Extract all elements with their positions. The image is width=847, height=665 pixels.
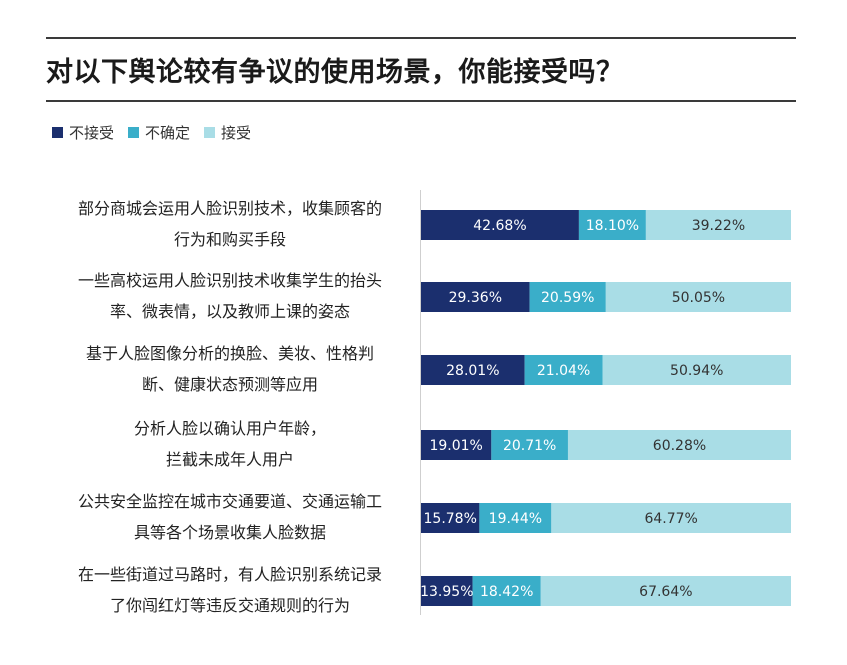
bar-segment — [421, 210, 579, 240]
title-rule-bottom — [46, 100, 796, 102]
category-label-line: 拦截未成年人用户 — [165, 450, 294, 469]
category-label: 部分商城会运用人脸识别技术，收集顾客的 行为和购买手段 — [40, 193, 420, 255]
bar-segment — [551, 503, 791, 533]
bar-value-label: 21.04% — [537, 363, 590, 379]
bar-value-label: 42.68% — [473, 218, 526, 234]
bar-segment — [421, 282, 530, 312]
legend-swatch-reject — [52, 127, 63, 138]
bar-segment — [491, 430, 568, 460]
category-label-line: 行为和购买手段 — [173, 230, 286, 249]
bar-value-label: 64.77% — [644, 511, 697, 527]
bar-segment — [605, 282, 791, 312]
category-label-line: 公共安全监控在城市交通要道、交通运输工 — [77, 492, 382, 511]
category-label-line: 一些高校运用人脸识别技术收集学生的抬头 — [77, 271, 382, 290]
legend-item-accept: 接受 — [204, 122, 251, 143]
legend-label-reject: 不接受 — [69, 124, 115, 142]
legend: 不接受 不确定 接受 — [52, 122, 251, 143]
category-label: 在一些街道过马路时，有人脸识别系统记录 了你闯红灯等违反交通规则的行为 — [40, 559, 420, 621]
legend-item-unsure: 不确定 — [128, 122, 190, 143]
category-label: 基于人脸图像分析的换脸、美妆、性格判 断、健康状态预测等应用 — [40, 338, 420, 400]
bar-segment — [602, 355, 791, 385]
category-label-line: 部分商城会运用人脸识别技术，收集顾客的 — [77, 199, 382, 218]
bar-segment — [421, 430, 492, 460]
bar-segment — [524, 355, 603, 385]
category-label-line: 了你闯红灯等违反交通规则的行为 — [109, 596, 350, 615]
category-label-line: 分析人脸以确认用户年龄， — [133, 419, 326, 438]
bar-value-label: 50.05% — [672, 290, 725, 306]
bar-segment — [529, 282, 606, 312]
legend-item-reject: 不接受 — [52, 122, 114, 143]
bar-value-label: 20.59% — [541, 290, 594, 306]
bar-value-label: 60.28% — [653, 438, 706, 454]
category-label: 公共安全监控在城市交通要道、交通运输工 具等各个场景收集人脸数据 — [40, 486, 420, 548]
title-rule-top — [46, 37, 796, 39]
chart-title: 对以下舆论较有争议的使用场景，你能接受吗？ — [46, 57, 624, 88]
bar-value-label: 18.10% — [586, 218, 639, 234]
legend-label-unsure: 不确定 — [145, 124, 191, 142]
bar-segment — [472, 576, 541, 606]
legend-swatch-unsure — [128, 127, 140, 138]
bar-value-label: 50.94% — [670, 363, 723, 379]
bar-segment — [421, 503, 480, 533]
bar-value-label: 19.44% — [489, 511, 542, 527]
bar-value-label: 13.95% — [420, 584, 473, 600]
bar-value-label: 39.22% — [692, 218, 745, 234]
bar-value-label: 28.01% — [446, 363, 499, 379]
bar-value-label: 19.01% — [429, 438, 482, 454]
bar-segment — [567, 430, 791, 460]
category-axis-line — [420, 190, 421, 615]
bar-value-label: 20.71% — [503, 438, 556, 454]
bar-segment — [578, 210, 646, 240]
category-label: 分析人脸以确认用户年龄， 拦截未成年人用户 — [40, 413, 420, 475]
bar-value-label: 15.78% — [424, 511, 477, 527]
category-label-line: 具等各个场景收集人脸数据 — [133, 523, 326, 542]
bar-value-label: 29.36% — [449, 290, 502, 306]
bar-value-label: 67.64% — [639, 584, 692, 600]
legend-label-accept: 接受 — [221, 124, 252, 142]
category-label-line: 基于人脸图像分析的换脸、美妆、性格判 — [85, 344, 374, 363]
bar-segment — [540, 576, 791, 606]
bar-segment — [421, 576, 473, 606]
category-label-line: 断、健康状态预测等应用 — [141, 375, 318, 394]
bar-segment — [421, 355, 525, 385]
bar-segment — [645, 210, 791, 240]
bar-value-label: 18.42% — [480, 584, 533, 600]
bar-segment — [479, 503, 552, 533]
legend-swatch-accept — [204, 127, 216, 138]
category-label-line: 率、微表情，以及教师上课的姿态 — [109, 302, 350, 321]
category-label: 一些高校运用人脸识别技术收集学生的抬头 率、微表情，以及教师上课的姿态 — [40, 265, 420, 327]
category-label-line: 在一些街道过马路时，有人脸识别系统记录 — [77, 565, 382, 584]
